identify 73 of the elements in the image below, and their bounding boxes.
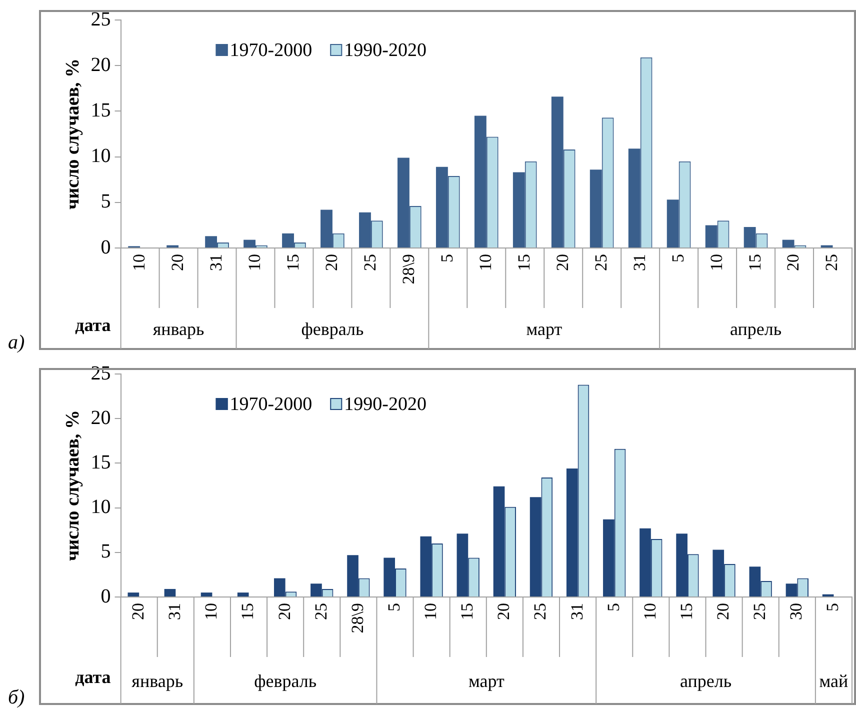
y-tick-label: 5 — [100, 540, 111, 563]
x-tick-label: 10 — [421, 603, 440, 620]
y-tick-label: 0 — [100, 585, 111, 608]
x-tick-label: 15 — [283, 254, 302, 271]
x-tick-label: 20 — [168, 254, 187, 271]
text: а) — [8, 331, 25, 354]
x-tick-label: 5 — [668, 254, 688, 262]
y-tick-label: 15 — [90, 99, 111, 122]
x-tick-label: 31 — [206, 254, 226, 271]
y-tick-label: 10 — [90, 496, 111, 518]
x-tick-label: 25 — [360, 254, 380, 271]
x-tick-label: 20 — [714, 603, 733, 620]
x-tick-label: 28\9 — [398, 254, 418, 284]
x-tick-label: 20 — [552, 254, 572, 271]
text: май — [819, 671, 849, 692]
x-tick-label: 30 — [786, 603, 806, 620]
text: апрель — [680, 671, 732, 692]
x-tick-label: 25 — [591, 254, 610, 271]
y-tick-label: 5 — [100, 190, 111, 213]
x-tick-label: 10 — [476, 254, 495, 271]
x-tick-label: 15 — [676, 603, 696, 620]
x-tick-label: 20 — [128, 603, 148, 620]
x-tick-label: 15 — [238, 603, 258, 620]
y-tick-label: 20 — [90, 406, 111, 429]
y-axis-title: число случаев, % — [62, 58, 84, 210]
y-axis-title: число случаев, % — [62, 410, 84, 562]
x-tick-label: 31 — [567, 603, 586, 620]
x-tick-label: 25 — [311, 603, 330, 620]
x-tick-label: 10 — [202, 603, 221, 620]
legend-label: 1990-2020 — [344, 394, 426, 415]
x-tick-label: 10 — [640, 603, 660, 620]
text: январь — [152, 319, 204, 340]
y-tick-label: 15 — [90, 451, 111, 474]
legend-label: 1970-2000 — [230, 394, 312, 415]
text: февраль — [254, 671, 317, 692]
text: январь — [132, 671, 184, 692]
x-axis-title: дата — [75, 315, 111, 336]
text: апрель — [730, 319, 782, 340]
text: март — [468, 671, 504, 692]
x-tick-label: 20 — [274, 603, 294, 620]
x-tick-label: 10 — [130, 254, 149, 271]
x-tick-label: 25 — [750, 603, 770, 620]
x-axis-title: дата — [75, 667, 111, 688]
bar — [128, 592, 140, 596]
x-tick-label: 10 — [706, 254, 726, 271]
x-tick-label: 15 — [514, 254, 534, 271]
legend-label: 1990-2020 — [344, 40, 426, 61]
bar — [200, 592, 212, 596]
x-tick-label: 5 — [384, 603, 404, 612]
y-tick-label: 0 — [100, 236, 111, 258]
text: б) — [8, 686, 26, 708]
x-tick-label: 15 — [745, 254, 764, 271]
y-tick-label: 25 — [90, 8, 111, 30]
legend-label: 1970-2000 — [230, 40, 312, 61]
bar — [237, 592, 249, 596]
x-tick-label: 5 — [437, 254, 456, 262]
x-tick-label: 5 — [823, 603, 842, 612]
bar — [164, 588, 176, 596]
x-tick-label: 5 — [604, 603, 623, 612]
x-tick-label: 20 — [494, 603, 514, 620]
y-tick-label: 20 — [90, 54, 111, 76]
x-tick-label: 20 — [322, 254, 341, 271]
x-tick-label: 25 — [530, 603, 550, 620]
x-tick-label: 10 — [244, 254, 264, 271]
x-tick-label: 31 — [630, 254, 649, 271]
x-tick-label: 25 — [822, 254, 842, 271]
x-tick-label: 15 — [458, 603, 477, 620]
x-tick-label: 20 — [784, 254, 803, 271]
text: февраль — [301, 319, 364, 340]
y-tick-label: 10 — [90, 145, 111, 168]
text: март — [526, 319, 562, 340]
x-tick-label: 31 — [165, 603, 184, 620]
x-tick-label: 28\9 — [348, 603, 367, 634]
